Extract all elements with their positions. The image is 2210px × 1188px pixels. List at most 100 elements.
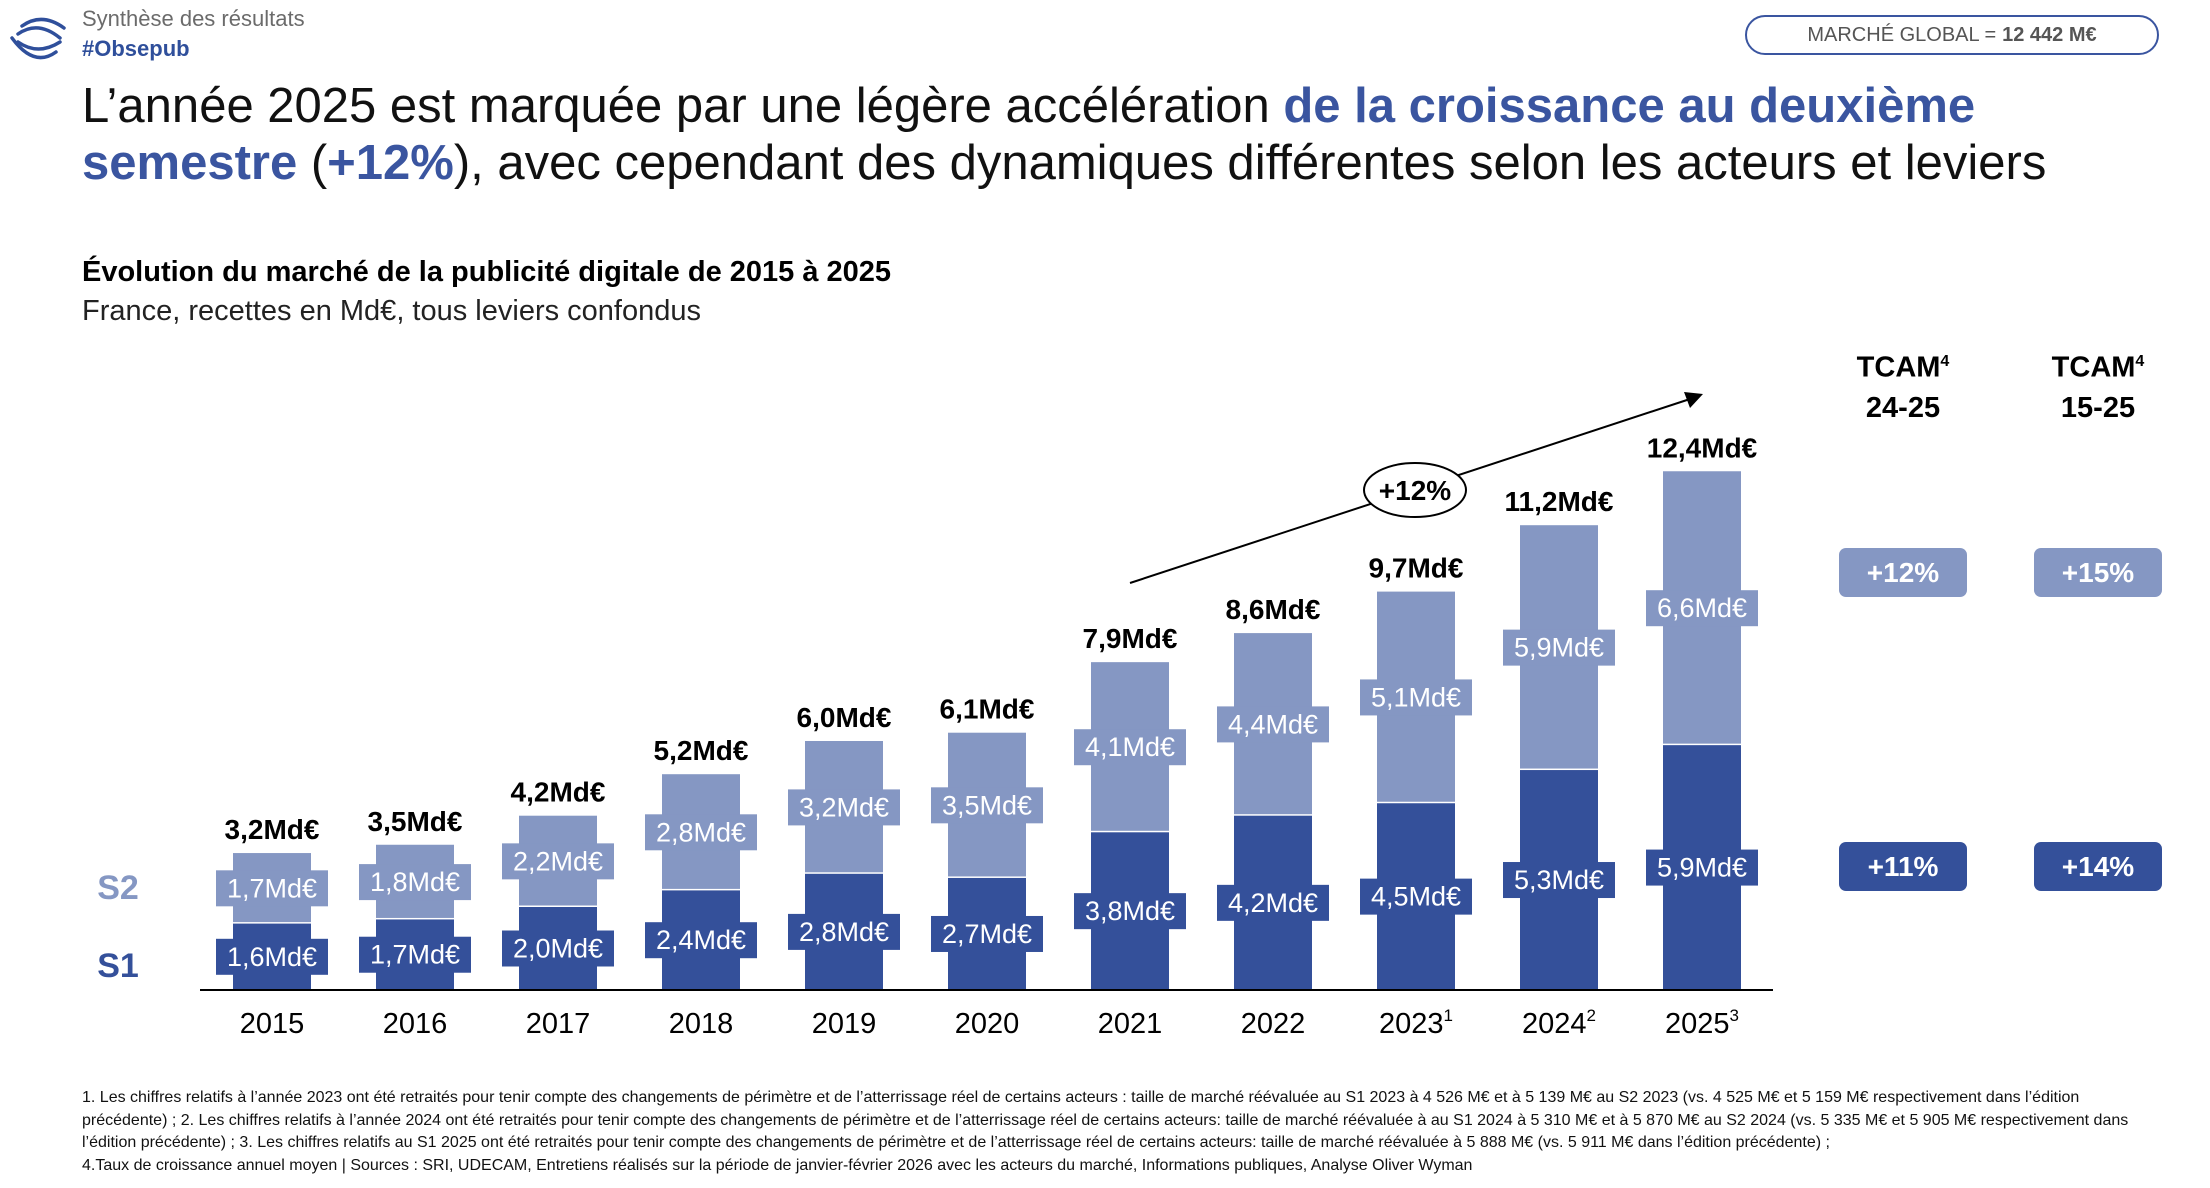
- segment-label-box: [1646, 590, 1758, 627]
- segment-label: 3,2Md€: [799, 792, 889, 822]
- segment-label-box: [788, 789, 900, 826]
- segment-label: 6,6Md€: [1657, 593, 1747, 623]
- segment-label: 2,8Md€: [799, 917, 889, 947]
- year-label: 20253: [1665, 1006, 1739, 1040]
- segment-label-box: [1503, 862, 1615, 899]
- total-label: 6,0Md€: [797, 702, 892, 733]
- segment-label-box: [502, 930, 614, 967]
- year-label: 2018: [669, 1008, 734, 1040]
- title-segment: de la croissance au deuxième semestre: [82, 79, 1976, 190]
- segment-label-box: [1503, 629, 1615, 666]
- obsepub-logo-icon: [10, 17, 66, 60]
- section-label: Synthèse des résultats: [82, 6, 305, 31]
- global-market-badge: MARCHÉ GLOBAL = 12 442 M€: [1745, 15, 2159, 55]
- segment-label-box: [645, 814, 757, 851]
- tcam-header-2: TCAM4 15-25: [2028, 342, 2168, 428]
- segment-label: 2,2Md€: [513, 846, 603, 876]
- segment-label-box: [931, 915, 1043, 952]
- segment-label-box: [1646, 849, 1758, 886]
- segment-label: 1,7Md€: [227, 873, 317, 903]
- year-label: 2021: [1098, 1008, 1163, 1040]
- footnote: 1. Les chiffres relatifs à l’année 2023 …: [82, 1087, 2162, 1177]
- trend-arrow-head: [1684, 392, 1703, 408]
- segment-label-box: [1360, 878, 1472, 915]
- segment-label-box: [1360, 679, 1472, 716]
- segment-label: 5,3Md€: [1514, 865, 1604, 895]
- footnote-2: 4.Taux de croissance annuel moyen | Sour…: [82, 1156, 1473, 1174]
- page-title: L’année 2025 est marquée par une légère …: [82, 78, 2182, 192]
- segment-label: 3,5Md€: [942, 790, 1032, 820]
- segment-label: 4,4Md€: [1228, 709, 1318, 739]
- segment-label: 4,2Md€: [1228, 888, 1318, 918]
- tcam-s2-24-25: +12%: [1839, 548, 1967, 597]
- year-label: 2017: [526, 1008, 591, 1040]
- footnote-1: 1. Les chiffres relatifs à l’année 2023 …: [82, 1089, 2129, 1151]
- segment-label: 2,7Md€: [942, 919, 1032, 949]
- year-label: 2022: [1241, 1008, 1306, 1040]
- segment-label-box: [1217, 706, 1329, 743]
- total-label: 7,9Md€: [1083, 623, 1178, 654]
- tcam-sup: 4: [2135, 353, 2145, 370]
- total-label: 12,4Md€: [1647, 432, 1758, 463]
- segment-label: 2,8Md€: [656, 817, 746, 847]
- segment-label: 2,4Md€: [656, 925, 746, 955]
- year-label: 2020: [955, 1008, 1020, 1040]
- year-label: 20231: [1379, 1006, 1453, 1040]
- segment-label: 1,7Md€: [370, 940, 460, 970]
- segment-label-box: [788, 913, 900, 950]
- chart-title: Évolution du marché de la publicité digi…: [82, 256, 892, 288]
- year-label: 2016: [383, 1008, 448, 1040]
- total-label: 9,7Md€: [1369, 553, 1464, 584]
- growth-ellipse: [1363, 462, 1467, 518]
- segment-label: 3,8Md€: [1085, 896, 1175, 926]
- segment-label: 1,8Md€: [370, 867, 460, 897]
- year-label: 20242: [1522, 1006, 1596, 1040]
- title-segment: ), avec cependant des dynamiques différe…: [453, 136, 2047, 190]
- tcam-sup: 4: [1940, 353, 1950, 370]
- total-label: 6,1Md€: [940, 694, 1035, 725]
- segment-label-box: [931, 787, 1043, 824]
- global-market-value: 12 442 M€: [2002, 23, 2097, 46]
- segment-label: 5,9Md€: [1514, 633, 1604, 663]
- segment-label-box: [1217, 884, 1329, 921]
- tcam-period: 15-25: [2060, 391, 2136, 424]
- total-label: 5,2Md€: [654, 735, 749, 766]
- total-label: 3,2Md€: [225, 814, 320, 845]
- title-segment: (: [297, 136, 328, 190]
- growth-annotation: +12%: [1379, 475, 1451, 506]
- segment-label-box: [216, 938, 328, 975]
- segment-label-box: [1074, 729, 1186, 766]
- segment-label: 1,6Md€: [227, 942, 317, 972]
- chart-subtitle: France, recettes en Md€, tous leviers co…: [82, 295, 701, 327]
- legend-s2: S2: [97, 869, 139, 907]
- tcam-title: TCAM: [2051, 351, 2136, 384]
- total-label: 3,5Md€: [368, 806, 463, 837]
- segment-label-box: [502, 843, 614, 880]
- legend-s1: S1: [97, 947, 139, 985]
- segment-label: 4,1Md€: [1085, 732, 1175, 762]
- tcam-s2-15-25: +15%: [2034, 548, 2162, 597]
- segment-label-box: [359, 864, 471, 901]
- global-market-label: MARCHÉ GLOBAL =: [1807, 23, 1997, 46]
- tcam-s1-15-25: +14%: [2034, 842, 2162, 891]
- segment-label-box: [359, 936, 471, 973]
- segment-label: 5,9Md€: [1657, 853, 1747, 883]
- tcam-s1-24-25: +11%: [1839, 842, 1967, 891]
- tcam-header-1: TCAM4 24-25: [1833, 342, 1973, 428]
- hashtag-label: #Obsepub: [82, 36, 190, 61]
- tcam-title: TCAM: [1856, 351, 1941, 384]
- total-label: 11,2Md€: [1505, 486, 1614, 517]
- tcam-period: 24-25: [1865, 391, 1941, 424]
- segment-label-box: [645, 922, 757, 959]
- segment-label: 4,5Md€: [1371, 882, 1461, 912]
- title-segment: +12%: [327, 136, 454, 190]
- segment-label-box: [1074, 893, 1186, 930]
- year-label: 2015: [240, 1008, 305, 1040]
- year-label: 2019: [812, 1008, 877, 1040]
- total-label: 4,2Md€: [511, 777, 606, 808]
- title-segment: L’année 2025 est marquée par une légère …: [82, 79, 1284, 133]
- total-label: 8,6Md€: [1226, 594, 1321, 625]
- segment-label: 2,0Md€: [513, 934, 603, 964]
- segment-label-box: [216, 870, 328, 907]
